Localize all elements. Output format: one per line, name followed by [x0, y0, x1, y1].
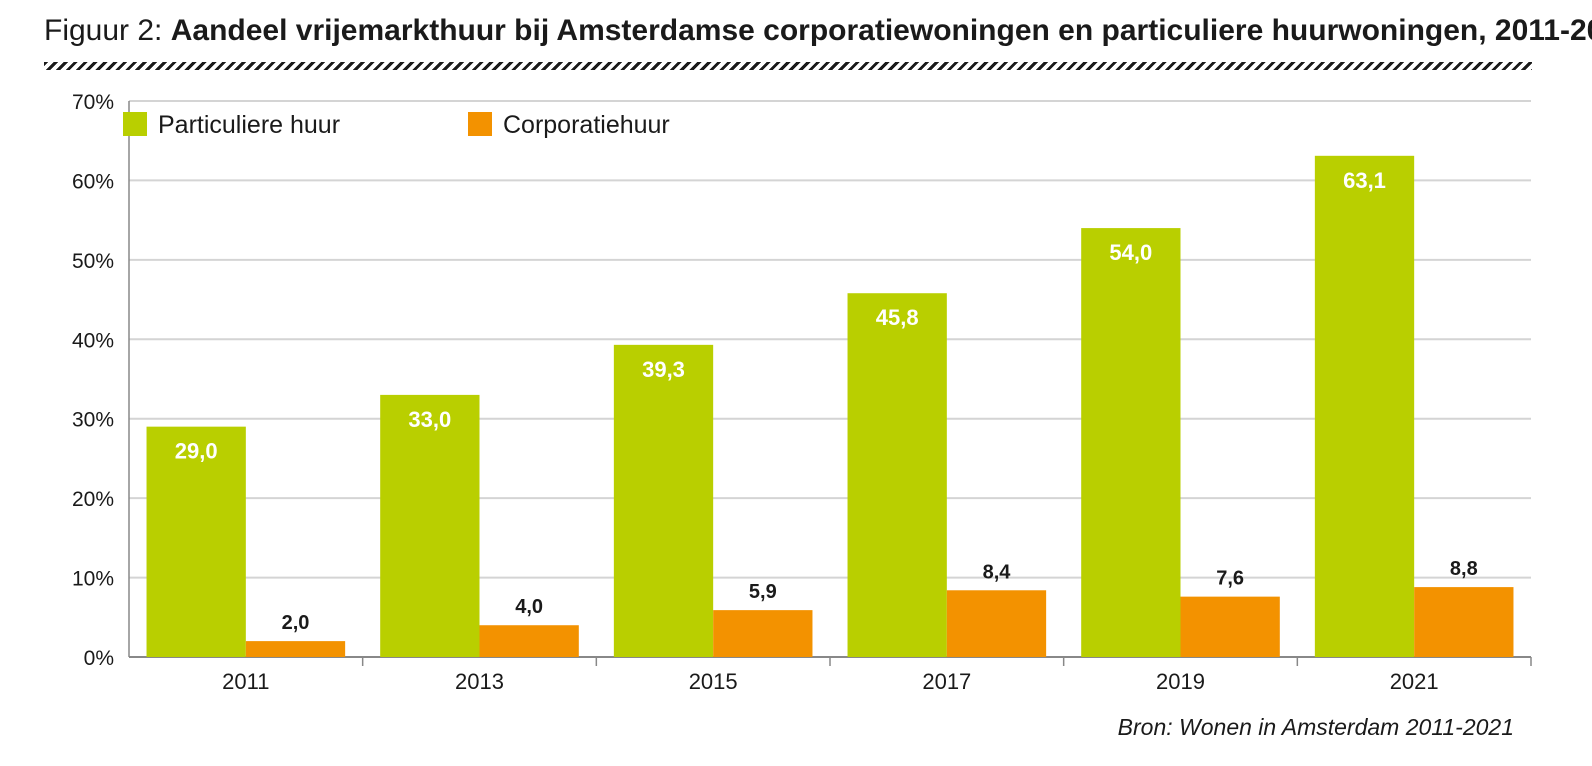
data-label: 5,9	[749, 581, 777, 603]
legend-swatch-particuliere-huur	[123, 112, 147, 136]
data-label: 39,3	[642, 357, 685, 382]
data-label: 33,0	[408, 407, 451, 432]
y-tick-label: 0%	[84, 647, 114, 670]
bar-particuliere-huur	[847, 293, 947, 657]
data-label: 63,1	[1343, 168, 1386, 193]
x-tick-label: 2017	[922, 669, 971, 694]
y-tick-label: 10%	[72, 568, 114, 591]
y-tick-label: 40%	[72, 329, 114, 352]
x-tick-label: 2015	[689, 669, 738, 694]
source-note: Bron: Wonen in Amsterdam 2011-2021	[1117, 714, 1514, 740]
bar-corporatiehuur	[245, 641, 346, 657]
data-label: 7,6	[1216, 568, 1244, 590]
x-tick-label: 2019	[1156, 669, 1205, 694]
data-label: 8,8	[1450, 558, 1478, 580]
x-tick-label: 2021	[1390, 669, 1439, 694]
bar-corporatiehuur	[946, 590, 1047, 657]
bar-particuliere-huur	[1081, 228, 1181, 658]
data-label: 4,0	[515, 596, 543, 618]
y-tick-label: 50%	[72, 250, 114, 273]
data-label: 45,8	[876, 305, 919, 330]
legend-swatch-corporatiehuur	[468, 112, 492, 136]
x-tick-label: 2011	[222, 669, 269, 694]
title-text: Aandeel vrijemarkthuur bij Amsterdamse c…	[170, 14, 1592, 47]
bar-particuliere-huur	[146, 426, 246, 657]
data-label: 8,4	[983, 561, 1012, 583]
bar-corporatiehuur	[1414, 587, 1514, 657]
data-label: 54,0	[1109, 240, 1152, 265]
bar-particuliere-huur	[613, 344, 714, 657]
legend-label: Corporatiehuur	[503, 111, 670, 139]
figure-number: Figuur 2:	[44, 14, 163, 47]
bar-corporatiehuur	[713, 610, 813, 657]
bar-corporatiehuur	[1180, 596, 1280, 657]
bar-corporatiehuur	[479, 625, 579, 657]
data-label: 29,0	[175, 439, 218, 464]
x-tick-label: 2013	[455, 669, 504, 694]
title-rule	[44, 62, 1532, 70]
data-label: 2,0	[282, 612, 310, 634]
bar-particuliere-huur	[1314, 155, 1415, 657]
y-tick-label: 70%	[72, 91, 114, 114]
legend-label: Particuliere huur	[158, 111, 340, 139]
chart-title: Figuur 2: Aandeel vrijemarkthuur bij Ams…	[44, 14, 1592, 48]
y-tick-label: 30%	[72, 409, 114, 432]
y-tick-label: 20%	[72, 488, 114, 511]
bar-particuliere-huur	[380, 394, 480, 657]
y-tick-label: 60%	[72, 170, 114, 193]
